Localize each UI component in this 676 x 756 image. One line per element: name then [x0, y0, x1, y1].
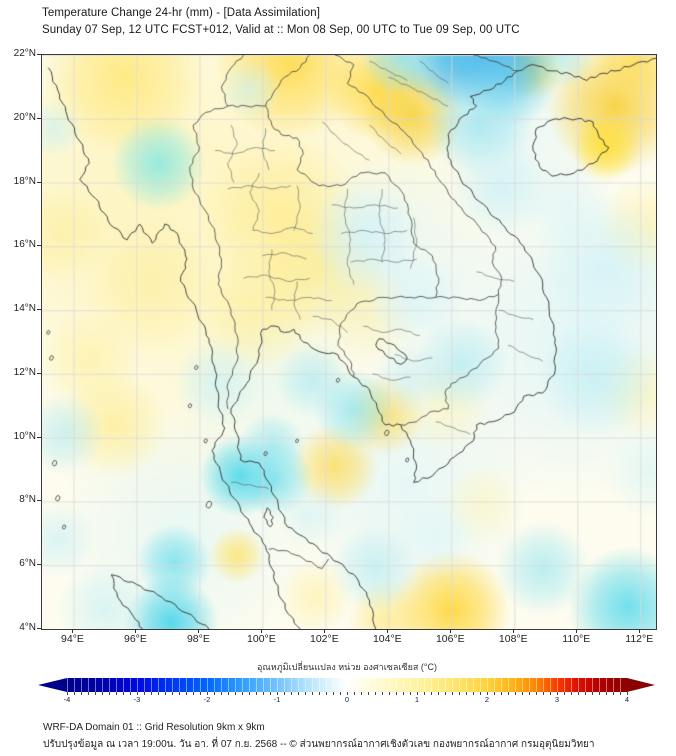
y-tick-mark: [37, 436, 41, 438]
colorbar-tick-label: -2: [203, 695, 211, 704]
x-tick-label: 106°E: [435, 633, 465, 645]
page-subtitle: Sunday 07 Sep, 12 UTC FCST+012, Valid at…: [42, 24, 520, 36]
x-tick-label: 108°E: [498, 633, 528, 645]
colorbar-tick-label: 2: [484, 695, 490, 704]
y-tick-label: 16°N: [13, 239, 36, 251]
y-tick-mark: [37, 564, 41, 566]
y-tick-label: 18°N: [13, 175, 36, 187]
x-tick-mark: [261, 629, 263, 633]
x-tick-mark: [387, 629, 389, 633]
x-tick-mark: [450, 629, 452, 633]
colorbar-tick-label: -1: [273, 695, 281, 704]
x-tick-label: 110°E: [562, 633, 591, 645]
colorbar-ticks: [67, 692, 628, 695]
y-tick-mark: [37, 500, 41, 502]
y-tick-mark: [37, 309, 41, 311]
y-tick-mark: [37, 245, 41, 247]
footer-domain-info: WRF-DA Domain 01 :: Grid Resolution 9km …: [43, 722, 265, 733]
footer-update-info: ปรับปรุงข้อมูล ณ เวลา 19:00น. วัน อา. ที…: [43, 739, 595, 750]
y-tick-mark: [37, 628, 41, 629]
x-tick-mark: [324, 629, 326, 633]
x-tick-mark: [576, 629, 578, 633]
temperature-anomaly-map-canvas: [42, 55, 656, 629]
y-tick-mark: [37, 54, 41, 55]
y-tick-label: 14°N: [13, 303, 36, 315]
y-tick-label: 4°N: [19, 622, 36, 633]
x-tick-label: 98°E: [186, 633, 210, 645]
y-tick-mark: [37, 117, 41, 119]
x-tick-label: 104°E: [372, 633, 402, 645]
y-tick-label: 22°N: [13, 48, 36, 59]
y-tick-mark: [37, 181, 41, 183]
colorbar-tick-label: 3: [554, 695, 560, 704]
y-tick-label: 6°N: [19, 558, 36, 570]
colorbar-right-arrow: [627, 678, 655, 692]
y-tick-mark: [37, 372, 41, 374]
colorbar-gradient: [67, 678, 627, 692]
x-tick-label: 112°E: [625, 633, 654, 645]
colorbar-tick-label: 0: [344, 695, 350, 704]
map-plot-area: [41, 54, 657, 630]
colorbar-label: อุณหภูมิเปลี่ยนแปลง หน่วย องศาเซลเซียส (…: [257, 662, 437, 672]
colorbar-segments: [67, 678, 627, 692]
x-tick-label: 102°E: [310, 633, 339, 645]
page-title: Temperature Change 24-hr (mm) - [Data As…: [42, 7, 321, 19]
y-tick-label: 12°N: [13, 366, 36, 378]
colorbar-tick-label: 4: [624, 695, 630, 704]
colorbar-tick-label: -4: [63, 695, 71, 704]
x-tick-label: 100°E: [247, 633, 276, 645]
y-tick-label: 8°N: [19, 494, 36, 506]
x-tick-mark: [513, 629, 515, 633]
x-tick-mark: [198, 629, 200, 633]
y-tick-label: 20°N: [13, 111, 36, 123]
x-tick-label: 96°E: [124, 633, 147, 645]
x-tick-label: 94°E: [61, 633, 84, 645]
colorbar-tick-label: 1: [414, 695, 420, 704]
y-tick-label: 10°N: [13, 430, 36, 442]
x-tick-mark: [639, 629, 641, 633]
x-tick-mark: [72, 629, 74, 633]
colorbar-tick-label: -3: [133, 695, 141, 704]
colorbar-left-arrow: [38, 678, 67, 692]
x-tick-mark: [135, 629, 137, 633]
